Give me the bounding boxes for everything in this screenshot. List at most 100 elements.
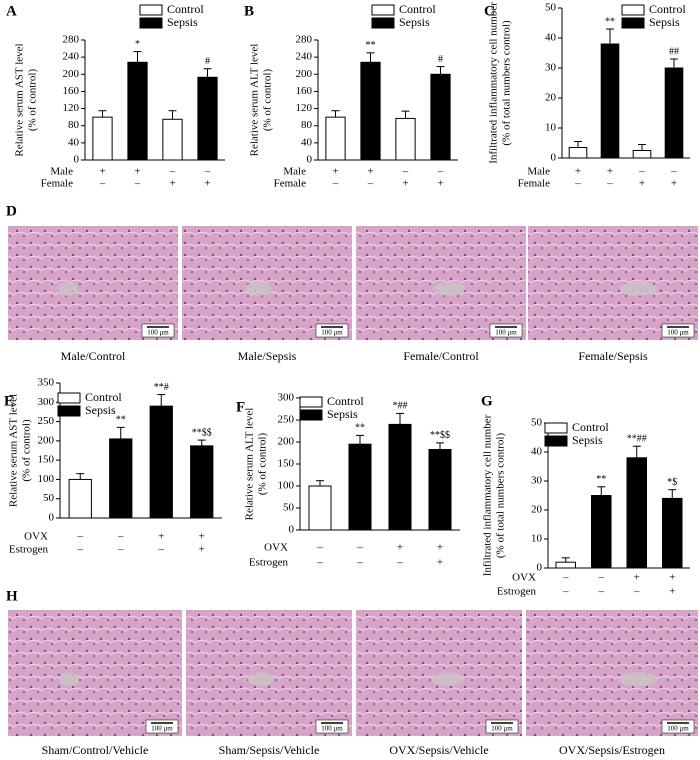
y-tick-label: 40 — [68, 136, 80, 148]
condition-sign: – — [356, 557, 363, 569]
y-tick-label: 100 — [38, 473, 55, 485]
y-tick-label: 240 — [296, 51, 313, 63]
condition-sign: – — [367, 178, 374, 190]
condition-name: Male — [527, 166, 550, 178]
image-caption: Female/Sepsis — [578, 349, 648, 363]
condition-sign: – — [562, 586, 569, 598]
panel-label: E — [4, 393, 14, 409]
condition-sign: + — [158, 531, 164, 543]
y-tick-label: 200 — [38, 434, 55, 446]
scale-bar-label: 100 μm — [667, 725, 689, 733]
panel-label: C — [484, 3, 495, 19]
condition-sign: – — [134, 178, 141, 190]
histology-image — [356, 610, 522, 736]
significance: **$$ — [192, 427, 212, 438]
y-tick-label: 160 — [296, 85, 313, 97]
y-axis-label: (% of control) — [262, 69, 274, 132]
scale-bar-label: 100 μm — [491, 725, 513, 733]
legend-label: Sepsis — [327, 407, 358, 421]
bar — [197, 76, 218, 161]
histology-image — [182, 226, 352, 340]
y-axis-label: (% of control) — [27, 69, 39, 132]
condition-sign: – — [332, 178, 339, 190]
y-tick-label: 50 — [283, 502, 295, 514]
vessel — [433, 281, 466, 296]
bar — [92, 116, 113, 161]
condition-name: Male — [50, 166, 73, 178]
scale-bar-label: 100 μm — [321, 725, 343, 733]
vessel — [58, 672, 79, 687]
legend-swatch — [371, 17, 395, 29]
condition-sign: – — [117, 544, 124, 556]
y-tick-label: 0 — [289, 524, 295, 536]
y-tick-label: 160 — [63, 85, 80, 97]
legend-swatch — [621, 17, 645, 29]
condition-sign: + — [199, 531, 205, 543]
y-tick-label: 300 — [38, 396, 55, 408]
bar — [127, 61, 148, 161]
y-tick-label: 250 — [38, 415, 55, 427]
y-axis-label: Relative serum AST level — [14, 43, 26, 156]
condition-sign: – — [437, 166, 444, 178]
image-caption: Female/Control — [403, 349, 479, 363]
condition-sign: + — [169, 178, 175, 190]
significance: # — [438, 54, 443, 65]
significance: ** — [366, 40, 376, 51]
condition-sign: – — [396, 557, 403, 569]
legend-label: Sepsis — [85, 403, 116, 417]
y-tick-label: 280 — [296, 34, 313, 46]
bar — [190, 445, 214, 519]
bar — [360, 61, 381, 161]
legend-label: Sepsis — [399, 15, 430, 29]
condition-name: Male — [283, 166, 306, 178]
condition-name: Female — [41, 178, 73, 190]
scale-bar-label: 100 μm — [495, 329, 517, 337]
significance: ** — [605, 16, 615, 27]
condition-name: OVX — [512, 572, 536, 584]
bar — [308, 485, 332, 531]
y-tick-label: 240 — [63, 51, 80, 63]
y-axis-label: Relative serum AST level — [8, 394, 20, 507]
condition-sign: + — [332, 166, 338, 178]
y-tick-label: 0 — [74, 154, 80, 166]
y-tick-label: 120 — [63, 102, 80, 114]
legend-label: Sepsis — [649, 15, 680, 29]
legend-swatch — [299, 409, 323, 421]
significance: ** — [355, 423, 365, 434]
condition-sign: + — [397, 542, 403, 554]
vessel — [431, 672, 464, 687]
condition-sign: – — [598, 586, 605, 598]
scale-bar-label: 100 μm — [151, 725, 173, 733]
legend-label: Control — [85, 390, 122, 404]
legend-swatch — [57, 405, 81, 417]
condition-sign: – — [356, 542, 363, 554]
legend-swatch — [139, 4, 163, 16]
condition-sign: – — [562, 572, 569, 584]
bar — [600, 43, 620, 159]
condition-sign: + — [575, 166, 581, 178]
legend-swatch — [544, 422, 568, 434]
condition-sign: + — [367, 166, 373, 178]
significance: *## — [393, 401, 408, 412]
bar — [430, 73, 451, 161]
y-tick-label: 280 — [63, 34, 80, 46]
condition-name: Estrogen — [249, 557, 289, 569]
significance: **$$ — [430, 430, 450, 441]
y-tick-label: 120 — [296, 102, 313, 114]
condition-sign: – — [316, 557, 323, 569]
vessel — [247, 672, 274, 687]
condition-sign: + — [607, 166, 613, 178]
y-axis-label: (% of total numbers control) — [495, 433, 507, 559]
y-tick-label: 200 — [63, 68, 80, 80]
image-caption: Sham/Sepsis/Vehicle — [219, 743, 320, 757]
significance: * — [135, 39, 140, 50]
histology-image — [528, 226, 698, 340]
condition-sign: – — [77, 531, 84, 543]
condition-sign: – — [117, 531, 124, 543]
condition-sign: + — [639, 178, 645, 190]
bar — [68, 478, 92, 519]
condition-sign: – — [598, 572, 605, 584]
bar — [325, 116, 346, 161]
condition-name: Female — [274, 178, 306, 190]
legend-swatch — [544, 435, 568, 447]
